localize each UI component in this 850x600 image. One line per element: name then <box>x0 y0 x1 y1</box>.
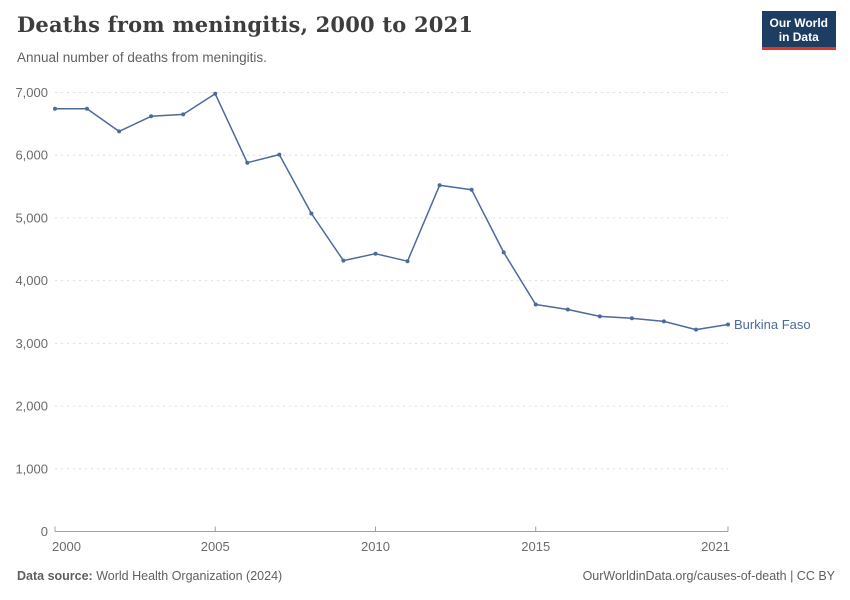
data-point[interactable] <box>181 112 186 117</box>
data-source-note: Data source: World Health Organization (… <box>17 569 282 583</box>
data-point[interactable] <box>469 187 474 192</box>
data-source-value: World Health Organization (2024) <box>92 569 283 583</box>
series-end-label[interactable]: Burkina Faso <box>734 317 811 332</box>
data-point[interactable] <box>213 91 218 96</box>
y-tick-label: 6,000 <box>15 148 48 163</box>
data-point[interactable] <box>341 258 346 263</box>
chart-title: Deaths from meningitis, 2000 to 2021 <box>17 12 474 37</box>
y-tick-label: 5,000 <box>15 210 48 225</box>
x-tick-label: 2000 <box>52 539 81 554</box>
data-source-label: Data source: <box>17 569 93 583</box>
data-point[interactable] <box>53 106 57 111</box>
data-point[interactable] <box>661 319 666 324</box>
data-point[interactable] <box>726 322 730 327</box>
chart-subtitle: Annual number of deaths from meningitis. <box>17 50 267 65</box>
owid-logo-line2: in Data <box>778 30 819 44</box>
series-line-burkina-faso[interactable] <box>54 93 729 331</box>
data-point[interactable] <box>277 152 282 157</box>
credit-link[interactable]: OurWorldinData.org/causes-of-death | CC … <box>582 569 835 583</box>
data-point[interactable] <box>117 129 122 134</box>
y-tick-label: 7,000 <box>15 85 48 100</box>
data-point[interactable] <box>694 327 698 332</box>
y-tick-label: 2,000 <box>15 399 48 414</box>
x-tick-label: 2010 <box>361 539 390 554</box>
y-tick-label: 4,000 <box>15 273 48 288</box>
data-point[interactable] <box>85 106 89 111</box>
x-tick-label: 2005 <box>201 539 230 554</box>
data-point[interactable] <box>309 211 314 216</box>
data-point[interactable] <box>149 114 154 119</box>
data-point[interactable] <box>629 316 634 321</box>
data-point[interactable] <box>437 183 442 188</box>
data-point[interactable] <box>405 259 410 264</box>
owid-logo: Our World in Data <box>761 11 836 50</box>
y-tick-label: 0 <box>41 524 48 539</box>
data-point[interactable] <box>565 307 570 312</box>
x-tick-label: 2015 <box>521 539 550 554</box>
data-point[interactable] <box>373 251 378 256</box>
data-point[interactable] <box>501 250 506 255</box>
owid-logo-line1: Our World <box>769 16 828 30</box>
y-tick-label: 1,000 <box>15 461 48 476</box>
data-point[interactable] <box>597 314 602 319</box>
y-tick-label: 3,000 <box>15 336 48 351</box>
x-tick-label: 2021 <box>701 539 730 554</box>
data-point[interactable] <box>533 302 538 307</box>
data-point[interactable] <box>245 160 250 165</box>
